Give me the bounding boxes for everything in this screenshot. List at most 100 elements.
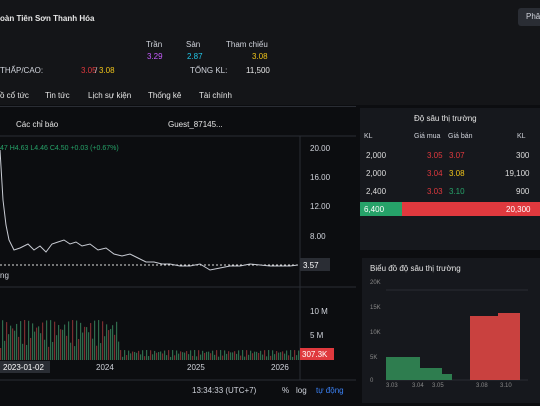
volume-bar [86, 327, 88, 360]
volume-bar [118, 341, 120, 360]
tab: Lịch sự kiện [88, 91, 132, 100]
volume-bar [220, 350, 222, 360]
volume-bar [210, 353, 212, 360]
volume-bar [236, 353, 238, 360]
volume-bar [70, 342, 72, 360]
volume-bar [278, 352, 280, 360]
volume-bar [120, 350, 122, 360]
depth-cell: 2,400 [366, 187, 387, 196]
volume-bar [36, 327, 38, 360]
volume-bar [256, 351, 258, 360]
price-value: 3.08 [252, 52, 268, 61]
depth-cell: 3.07 [449, 151, 465, 160]
volume-bar [102, 321, 104, 360]
total-buy: 6,400 [364, 205, 385, 214]
volume-bar [68, 321, 70, 360]
volume-bar [96, 345, 98, 360]
volume-bar [234, 351, 236, 360]
volume-bar [174, 355, 176, 360]
header [0, 0, 540, 105]
volume-bar [2, 320, 4, 360]
volume-bar [186, 351, 188, 360]
volume-bar [88, 332, 90, 360]
volume-bar [258, 352, 260, 360]
price-label: Trần [146, 40, 163, 49]
depth-cell: 3.03 [427, 187, 443, 196]
date-label: 2024 [96, 363, 114, 372]
price-label: Tham chiếu [226, 40, 268, 49]
depth-x-label: 3.08 [476, 383, 488, 389]
volume-bar [262, 354, 264, 360]
volume-bar [42, 322, 44, 360]
volume-bar [12, 328, 14, 360]
volume-bar [66, 335, 68, 360]
volume-bar [168, 350, 170, 360]
volume-bar [204, 352, 206, 360]
volume-bar [4, 340, 6, 360]
volume-bar [82, 332, 84, 360]
volume-bar [140, 354, 142, 360]
volume-bar [20, 321, 22, 360]
price-tick: 12.00 [310, 202, 331, 211]
depth-x-label: 3.05 [432, 383, 444, 389]
tab: Tin tức [45, 91, 70, 100]
volume-bar [74, 346, 76, 360]
clock: 13:34:33 (UTC+7) [192, 386, 257, 395]
volume-bar [10, 325, 12, 360]
volume-bar [214, 354, 216, 360]
volume-bar [176, 350, 178, 360]
sell-total-bar [402, 202, 540, 216]
volume-bar [64, 324, 66, 360]
volume-bar [166, 355, 168, 360]
percent-toggle: % [282, 386, 290, 395]
volume-bar [180, 351, 182, 360]
last-price-box [300, 258, 330, 271]
volume-bar [228, 351, 230, 360]
depth-y-label: 0 [370, 378, 374, 384]
volume-bar [298, 350, 300, 360]
volume-bar [274, 354, 276, 360]
date-label: 2023-01-02 [3, 363, 44, 372]
volume-bar [30, 337, 32, 360]
volume-bar [288, 355, 290, 360]
volume-bar [136, 352, 138, 360]
volume-bar [50, 320, 52, 360]
price-tick: 16.00 [310, 173, 331, 182]
last-volume-box [300, 348, 334, 360]
volume-bar [240, 355, 242, 360]
volume-bar [280, 352, 282, 360]
volume-bar [246, 350, 248, 360]
volume-bar [184, 352, 186, 360]
volume-bar [276, 351, 278, 360]
layout-name: Guest_87145... [168, 120, 223, 129]
volume-bar [26, 344, 28, 360]
depth-y-label: 20K [370, 280, 381, 286]
volume-bar [266, 356, 268, 360]
price-tick: 20.00 [310, 144, 331, 153]
volume-bar [0, 348, 2, 360]
volume-bar [54, 321, 56, 360]
volume-bar [132, 351, 134, 360]
depth-y-label: 5K [370, 355, 378, 361]
depth-x-label: 3.03 [386, 383, 398, 389]
volume-bar [44, 339, 46, 360]
volume-bar [268, 350, 270, 360]
volume-bar [122, 356, 124, 360]
total-sell: 20,300 [506, 205, 531, 214]
price-label: Sàn [186, 40, 201, 49]
button[interactable]: Phâ [518, 8, 540, 26]
depth-cell: 2,000 [366, 169, 387, 178]
sell-depth [470, 313, 520, 380]
depth-x-label: 3.04 [412, 383, 424, 389]
date-box [0, 361, 50, 373]
depth-header: KL [364, 133, 373, 140]
date-label: 2025 [187, 363, 205, 372]
volume-bar [200, 354, 202, 360]
volume-bar [198, 350, 200, 360]
volume-bar [18, 336, 20, 360]
volume-bar [290, 350, 292, 360]
volume-bar [124, 350, 126, 360]
volume-bar [126, 355, 128, 360]
depth-cell: 300 [516, 151, 530, 160]
